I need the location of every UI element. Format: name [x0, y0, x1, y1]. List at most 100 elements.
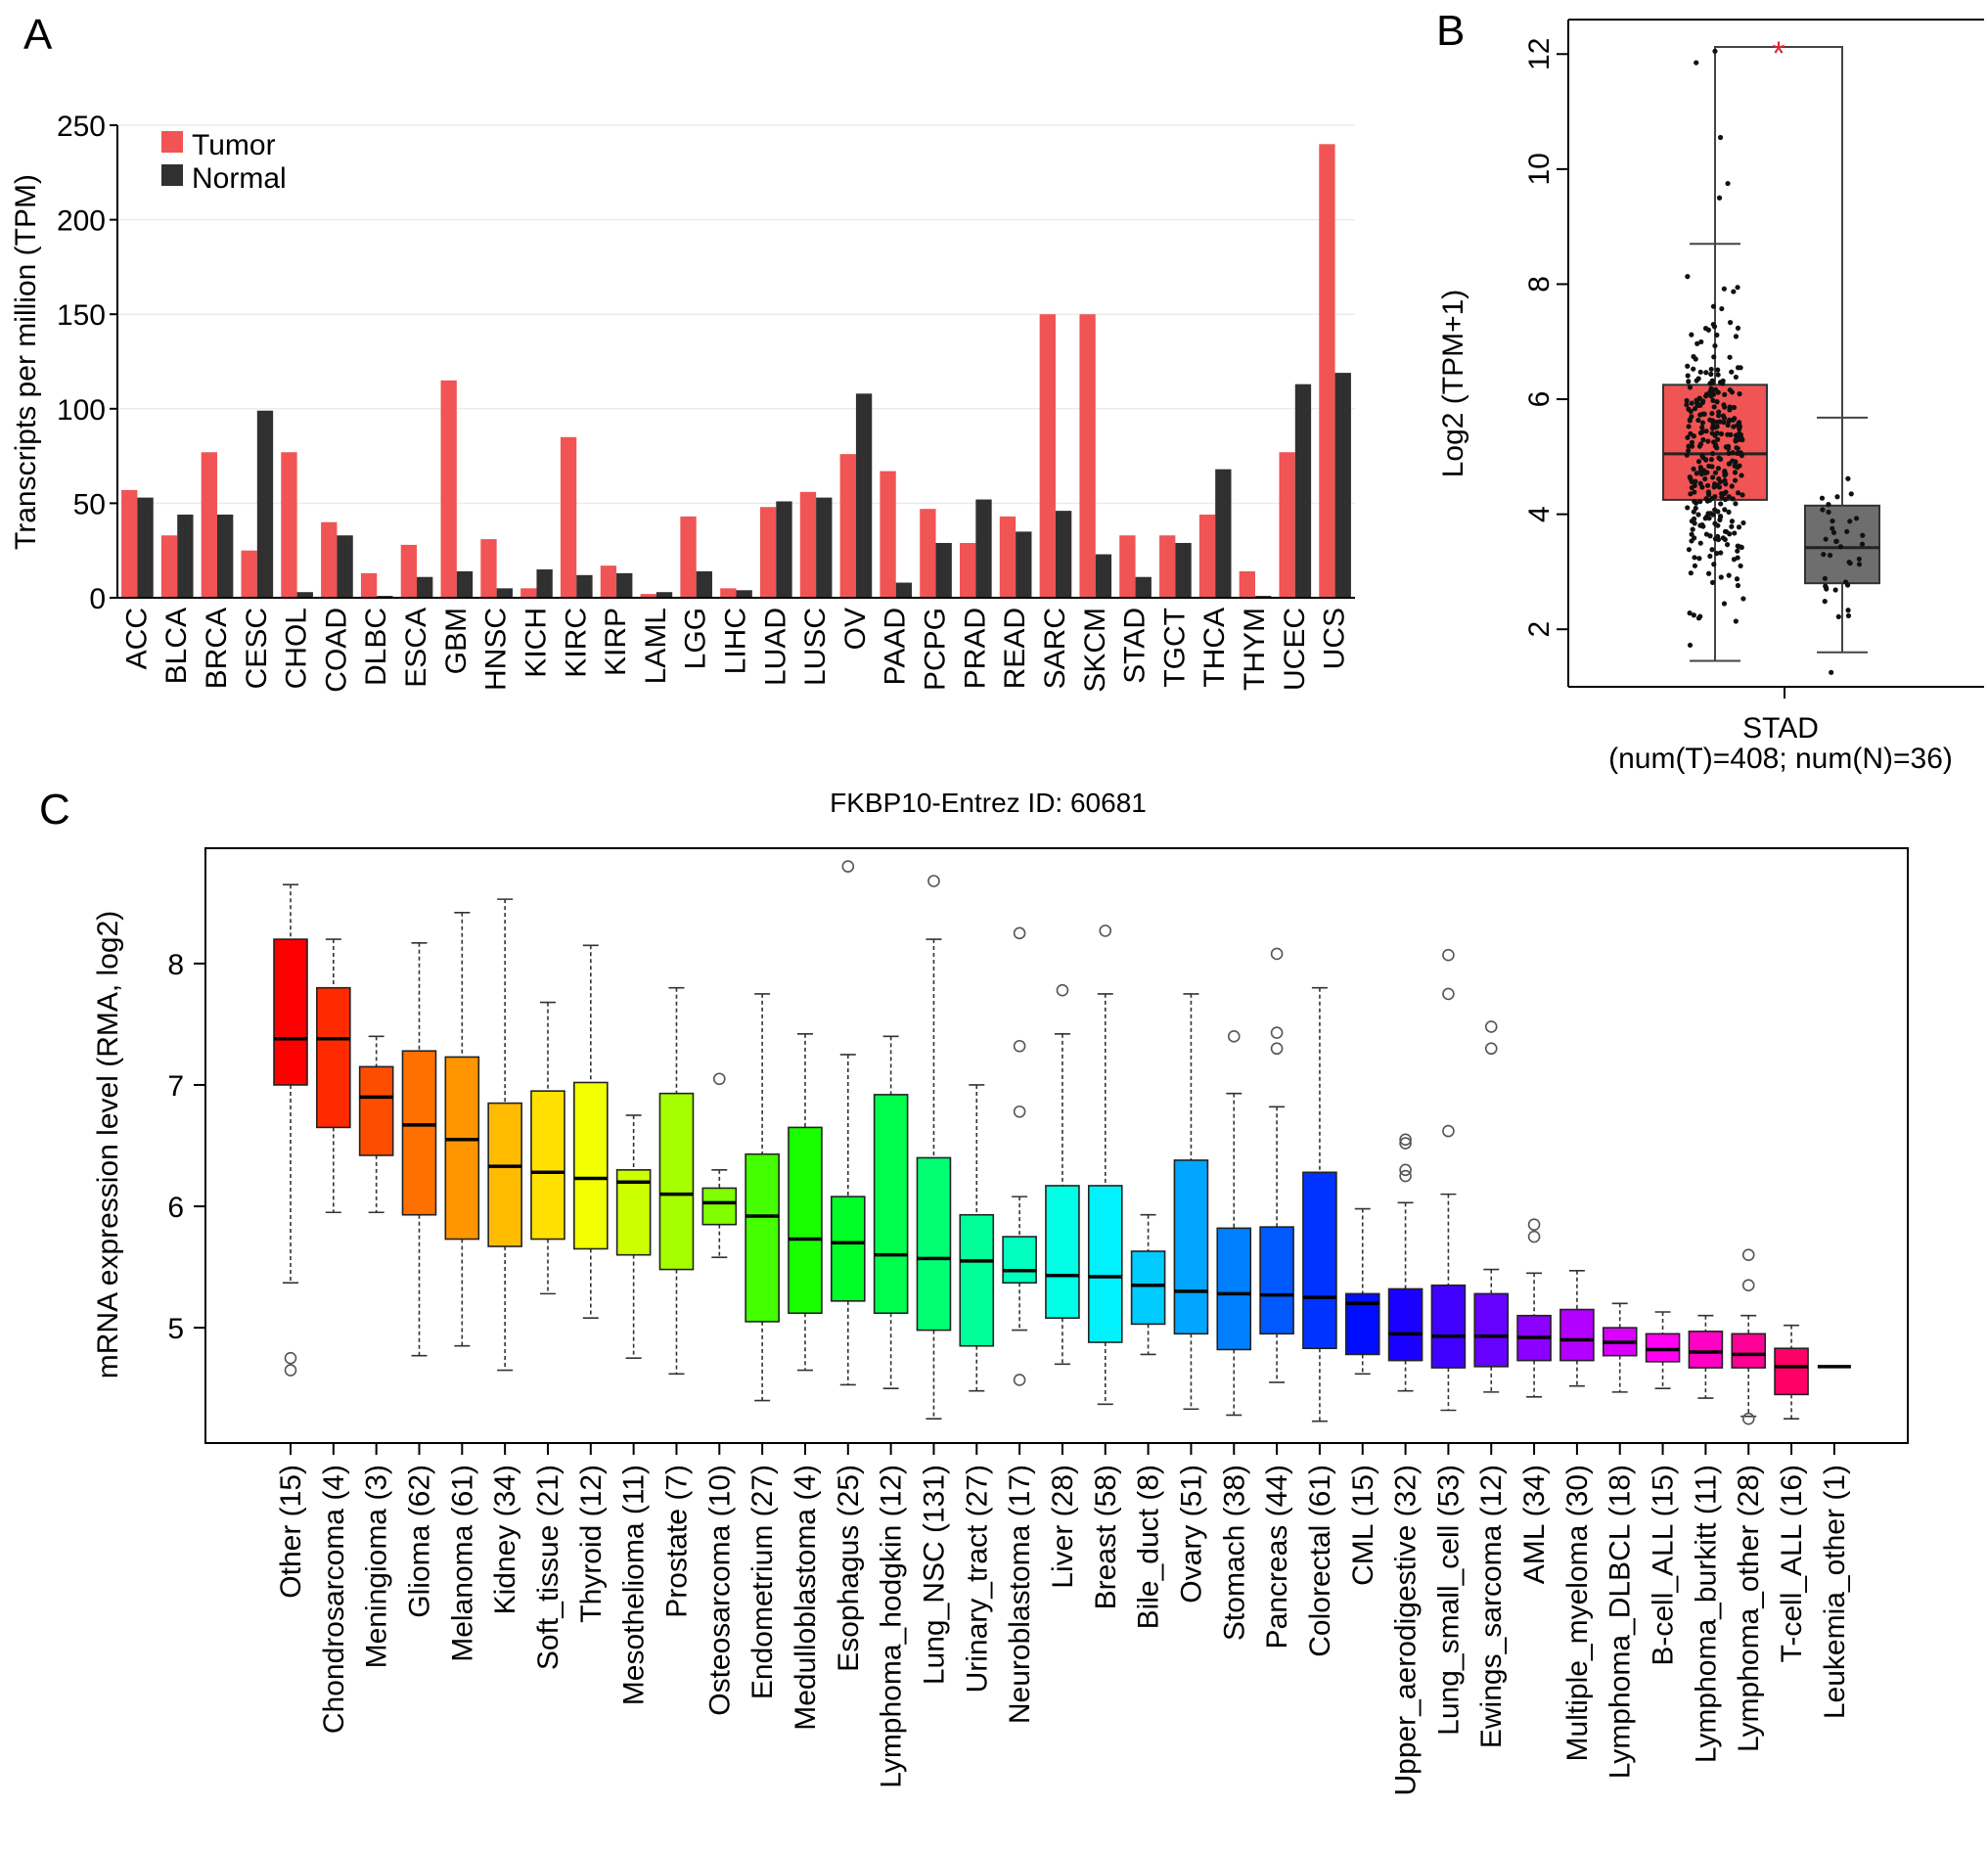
jitter-point-tumor [1718, 456, 1724, 462]
boxplot-kidney-34 [487, 898, 522, 1372]
bar-normal-luad [776, 501, 792, 598]
x-tick-label-kirc: KIRC [560, 608, 592, 678]
boxplot-breast-58 [1087, 925, 1123, 1406]
jitter-point-tumor [1740, 596, 1746, 602]
jitter-points-tumor [1684, 48, 1746, 649]
jitter-point-tumor [1684, 402, 1690, 408]
jitter-point-tumor [1706, 570, 1712, 576]
jitter-point-normal [1824, 586, 1830, 592]
boxplot-t-cell-all-16 [1774, 1324, 1809, 1420]
x-tick-label-aml-34: AML (34) [1518, 1465, 1551, 1584]
jitter-point-tumor [1689, 332, 1694, 338]
bar-normal-esca [417, 576, 433, 598]
bar-normal-brca [217, 514, 234, 598]
jitter-point-tumor [1719, 494, 1725, 500]
bar-normal-thca [1215, 469, 1232, 598]
bar-tumor-luad [759, 507, 777, 598]
y-tick-label-100: 100 [57, 394, 106, 427]
panel-a-y-axis-label: Transcripts per million (TPM) [10, 174, 42, 550]
jitter-point-tumor [1722, 477, 1728, 483]
bar-normal-laml [655, 592, 673, 598]
y-tick-label-2: 2 [1523, 621, 1556, 638]
jitter-point-tumor [1686, 547, 1692, 553]
bar-normal-kirc [576, 574, 593, 598]
boxplot-endometrium-27 [745, 993, 780, 1402]
bar-normal-lihc [736, 590, 752, 598]
jitter-point-tumor [1685, 434, 1691, 440]
box [1559, 1308, 1595, 1362]
jitter-point-tumor [1700, 436, 1706, 443]
bar-tumor-kirc [560, 436, 577, 598]
jitter-point-tumor [1740, 519, 1746, 526]
bar-normal-pcpg [935, 542, 952, 598]
jitter-point-normal [1856, 562, 1863, 567]
jitter-point-tumor [1686, 379, 1692, 384]
bar-normal-cesc [256, 410, 274, 598]
box [487, 1102, 522, 1247]
outlier-point [1227, 1030, 1241, 1043]
bar-tumor-paad [880, 471, 896, 598]
jitter-point-tumor [1729, 523, 1735, 529]
boxplot-lymphoma-burkitt-11 [1688, 1314, 1724, 1399]
jitter-point-tumor [1726, 572, 1732, 578]
x-tick-label-lymphoma-hodgkin-12: Lymphoma_hodgkin (12) [876, 1465, 908, 1788]
bar-tumor-tgct [1159, 535, 1176, 598]
outlier-point [1741, 1279, 1755, 1291]
jitter-point-normal [1835, 613, 1841, 619]
boxplot-liver-28 [1045, 983, 1080, 1366]
jitter-point-tumor [1715, 372, 1721, 378]
outlier-point [1741, 1248, 1755, 1261]
y-tick-label-12: 12 [1523, 38, 1556, 70]
significance-bracket-line [1714, 46, 1843, 423]
jitter-point-normal [1833, 538, 1839, 544]
x-tick-label-b-cell-all-15: B-cell_ALL (15) [1648, 1465, 1680, 1666]
jitter-point-tumor [1691, 353, 1696, 360]
jitter-point-tumor [1735, 548, 1740, 554]
jitter-point-tumor [1716, 475, 1722, 482]
x-tick-label-brca: BRCA [201, 608, 233, 689]
bar-normal-kirp [616, 572, 633, 598]
panel-b-jitter-points [1684, 48, 1866, 675]
jitter-point-tumor [1695, 615, 1702, 621]
jitter-point-tumor [1708, 393, 1714, 399]
legend-swatch-tumor [161, 131, 183, 153]
jitter-point-tumor [1730, 450, 1736, 456]
jitter-point-tumor [1730, 496, 1736, 502]
jitter-point-tumor [1722, 490, 1728, 497]
jitter-point-tumor [1691, 466, 1696, 472]
jitter-point-normal [1846, 560, 1852, 565]
panel-b-y-ticks: 2 4 6 8 10 12 [1523, 38, 1568, 638]
bar-tumor-laml [640, 594, 656, 598]
bar-normal-paad [895, 582, 913, 598]
bar-tumor-coad [321, 521, 338, 598]
bar-normal-hnsc [496, 588, 513, 598]
bar-tumor-ucec [1279, 452, 1295, 598]
bar-normal-blca [177, 514, 194, 598]
outlier-point [1270, 1026, 1284, 1039]
y-tick-label-0: 0 [89, 583, 106, 615]
boxplot-other-15 [273, 883, 308, 1377]
bar-normal-stad [1135, 576, 1152, 598]
boxplot-soft-tissue-21 [530, 1001, 565, 1295]
jitter-point-tumor [1715, 367, 1721, 373]
jitter-point-tumor [1703, 457, 1709, 463]
bar-normal-lgg [696, 570, 713, 598]
bar-tumor-kich [520, 588, 537, 598]
y-tick-label-200: 200 [57, 205, 106, 238]
panel-c-letter: C [39, 786, 70, 834]
jitter-point-tumor [1737, 391, 1742, 397]
jitter-point-tumor [1735, 543, 1740, 549]
x-tick-label-paad: PAAD [880, 608, 912, 685]
panel-b-letter: B [1436, 7, 1465, 55]
bar-normal-tgct [1175, 542, 1192, 598]
x-tick-label-blca: BLCA [160, 608, 193, 684]
x-tick-label-prad: PRAD [959, 608, 991, 689]
boxplot-lymphoma-hodgkin-12 [873, 1035, 909, 1389]
box [1216, 1227, 1252, 1351]
x-tick-label-kirp: KIRP [600, 608, 632, 676]
jitter-point-tumor [1722, 536, 1728, 543]
x-tick-label-melanoma-61: Melanoma (61) [446, 1465, 478, 1662]
jitter-point-tumor [1712, 386, 1719, 392]
jitter-point-tumor [1707, 511, 1714, 517]
jitter-point-tumor [1739, 453, 1745, 459]
